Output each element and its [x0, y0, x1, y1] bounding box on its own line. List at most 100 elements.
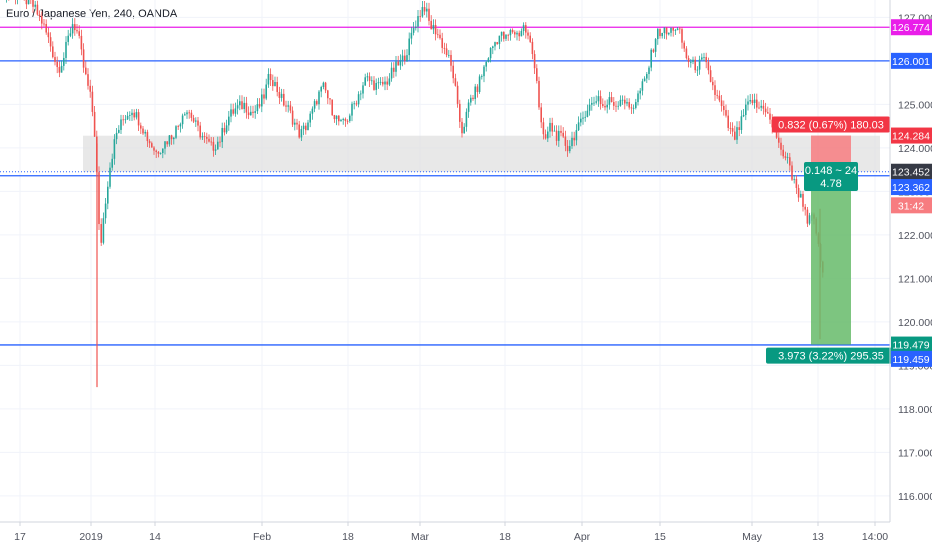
candle-body: [261, 94, 263, 107]
candle-body: [492, 46, 494, 48]
candle-body: [789, 157, 791, 166]
price-tag-bg: [891, 197, 932, 214]
candle-body: [775, 127, 778, 138]
candle-body: [795, 178, 798, 188]
candle-body: [441, 38, 443, 48]
candle-body: [311, 108, 314, 114]
candle-body: [646, 74, 648, 79]
candle-body: [318, 91, 320, 105]
candle-body: [225, 125, 228, 133]
candle-body: [718, 95, 721, 101]
y-tick-label: 121.000: [898, 273, 932, 285]
candle-body: [307, 122, 309, 131]
candle-body: [230, 109, 232, 117]
candle-body: [245, 102, 248, 113]
candle-body: [232, 109, 234, 114]
candle-body: [690, 61, 692, 63]
candle-body: [674, 30, 677, 31]
candle-body: [663, 27, 666, 34]
candle-body: [287, 105, 289, 107]
candle-body: [175, 126, 177, 138]
candle-body: [648, 67, 650, 75]
candle-body: [243, 102, 245, 110]
y-tick-label: 124.000: [898, 143, 932, 155]
candle-body: [98, 172, 100, 225]
x-tick-label: 18: [499, 531, 511, 543]
support-zone: [83, 135, 880, 172]
candle-body: [74, 24, 76, 31]
candle-body: [802, 193, 804, 207]
candle-body: [109, 167, 111, 187]
candle-body: [415, 26, 417, 29]
candle-body: [505, 34, 507, 39]
candle-body: [428, 8, 430, 21]
candle-body: [113, 139, 116, 159]
candle-body: [544, 134, 547, 139]
candle-body: [753, 99, 756, 104]
candle-body: [122, 119, 124, 121]
candle-body: [131, 112, 133, 116]
x-tick-label: Apr: [574, 531, 591, 543]
candle-body: [379, 81, 382, 83]
candle-body: [580, 118, 582, 123]
candle-body: [104, 203, 107, 219]
horizontal-levels: [0, 26, 890, 346]
x-tick-label: 18: [342, 531, 354, 543]
candle-body: [274, 82, 276, 87]
candle-body: [520, 30, 523, 37]
candle-body: [296, 122, 298, 125]
candle-body: [786, 157, 789, 159]
candle-body: [410, 32, 413, 39]
candle-body: [60, 65, 63, 73]
candle-body: [443, 47, 446, 49]
y-tick-label: 125.000: [898, 99, 932, 111]
candle-body: [327, 90, 329, 99]
candle-body: [406, 55, 408, 61]
candle-body: [800, 193, 802, 198]
candle-body: [164, 141, 166, 149]
candle-body: [654, 39, 657, 52]
price-tag-text: 123.362: [892, 182, 930, 194]
candle-body: [560, 130, 562, 133]
candle-body: [553, 130, 556, 132]
candle-body: [764, 108, 767, 113]
candle-body: [709, 70, 712, 82]
candle-body: [549, 122, 551, 132]
candle-body: [731, 128, 734, 132]
candle-body: [186, 112, 188, 115]
candle-body: [67, 35, 69, 42]
candle-body: [25, 0, 28, 5]
candle-body: [177, 126, 179, 128]
candle-body: [679, 28, 681, 30]
entry-label-bg: [804, 162, 858, 191]
price-tag-bg: [891, 52, 932, 69]
candle-body: [316, 101, 318, 105]
candle-body: [478, 76, 481, 92]
candle-body: [366, 76, 369, 78]
candle-body: [529, 35, 531, 42]
candle-body: [518, 32, 520, 37]
target-zone: [811, 174, 851, 345]
price-tag-text: 123.452: [892, 167, 930, 179]
x-tick-label: 14: [149, 531, 161, 543]
price-tag-text: 119.459: [892, 354, 929, 366]
candle-body: [632, 107, 635, 109]
price-tag-bg: [891, 179, 932, 196]
grid-lines: [0, 0, 890, 522]
candle-body: [408, 38, 410, 56]
price-tag-text: 124.284: [892, 131, 930, 143]
short-position-tool[interactable]: 0.832 (0.67%) 180.03 3.973 (3.22%) 295.35…: [766, 116, 896, 364]
candle-body: [133, 112, 135, 118]
candle-body: [333, 115, 336, 120]
candle-body: [390, 67, 393, 79]
candle-body: [767, 112, 769, 114]
candle-body: [54, 57, 56, 62]
x-tick-label: Feb: [253, 531, 271, 543]
candle-body: [720, 100, 723, 107]
candle-body: [747, 101, 749, 105]
candle-body: [740, 116, 743, 131]
candle-body: [483, 66, 485, 77]
candle-body: [140, 125, 142, 129]
candle-body: [586, 110, 589, 117]
